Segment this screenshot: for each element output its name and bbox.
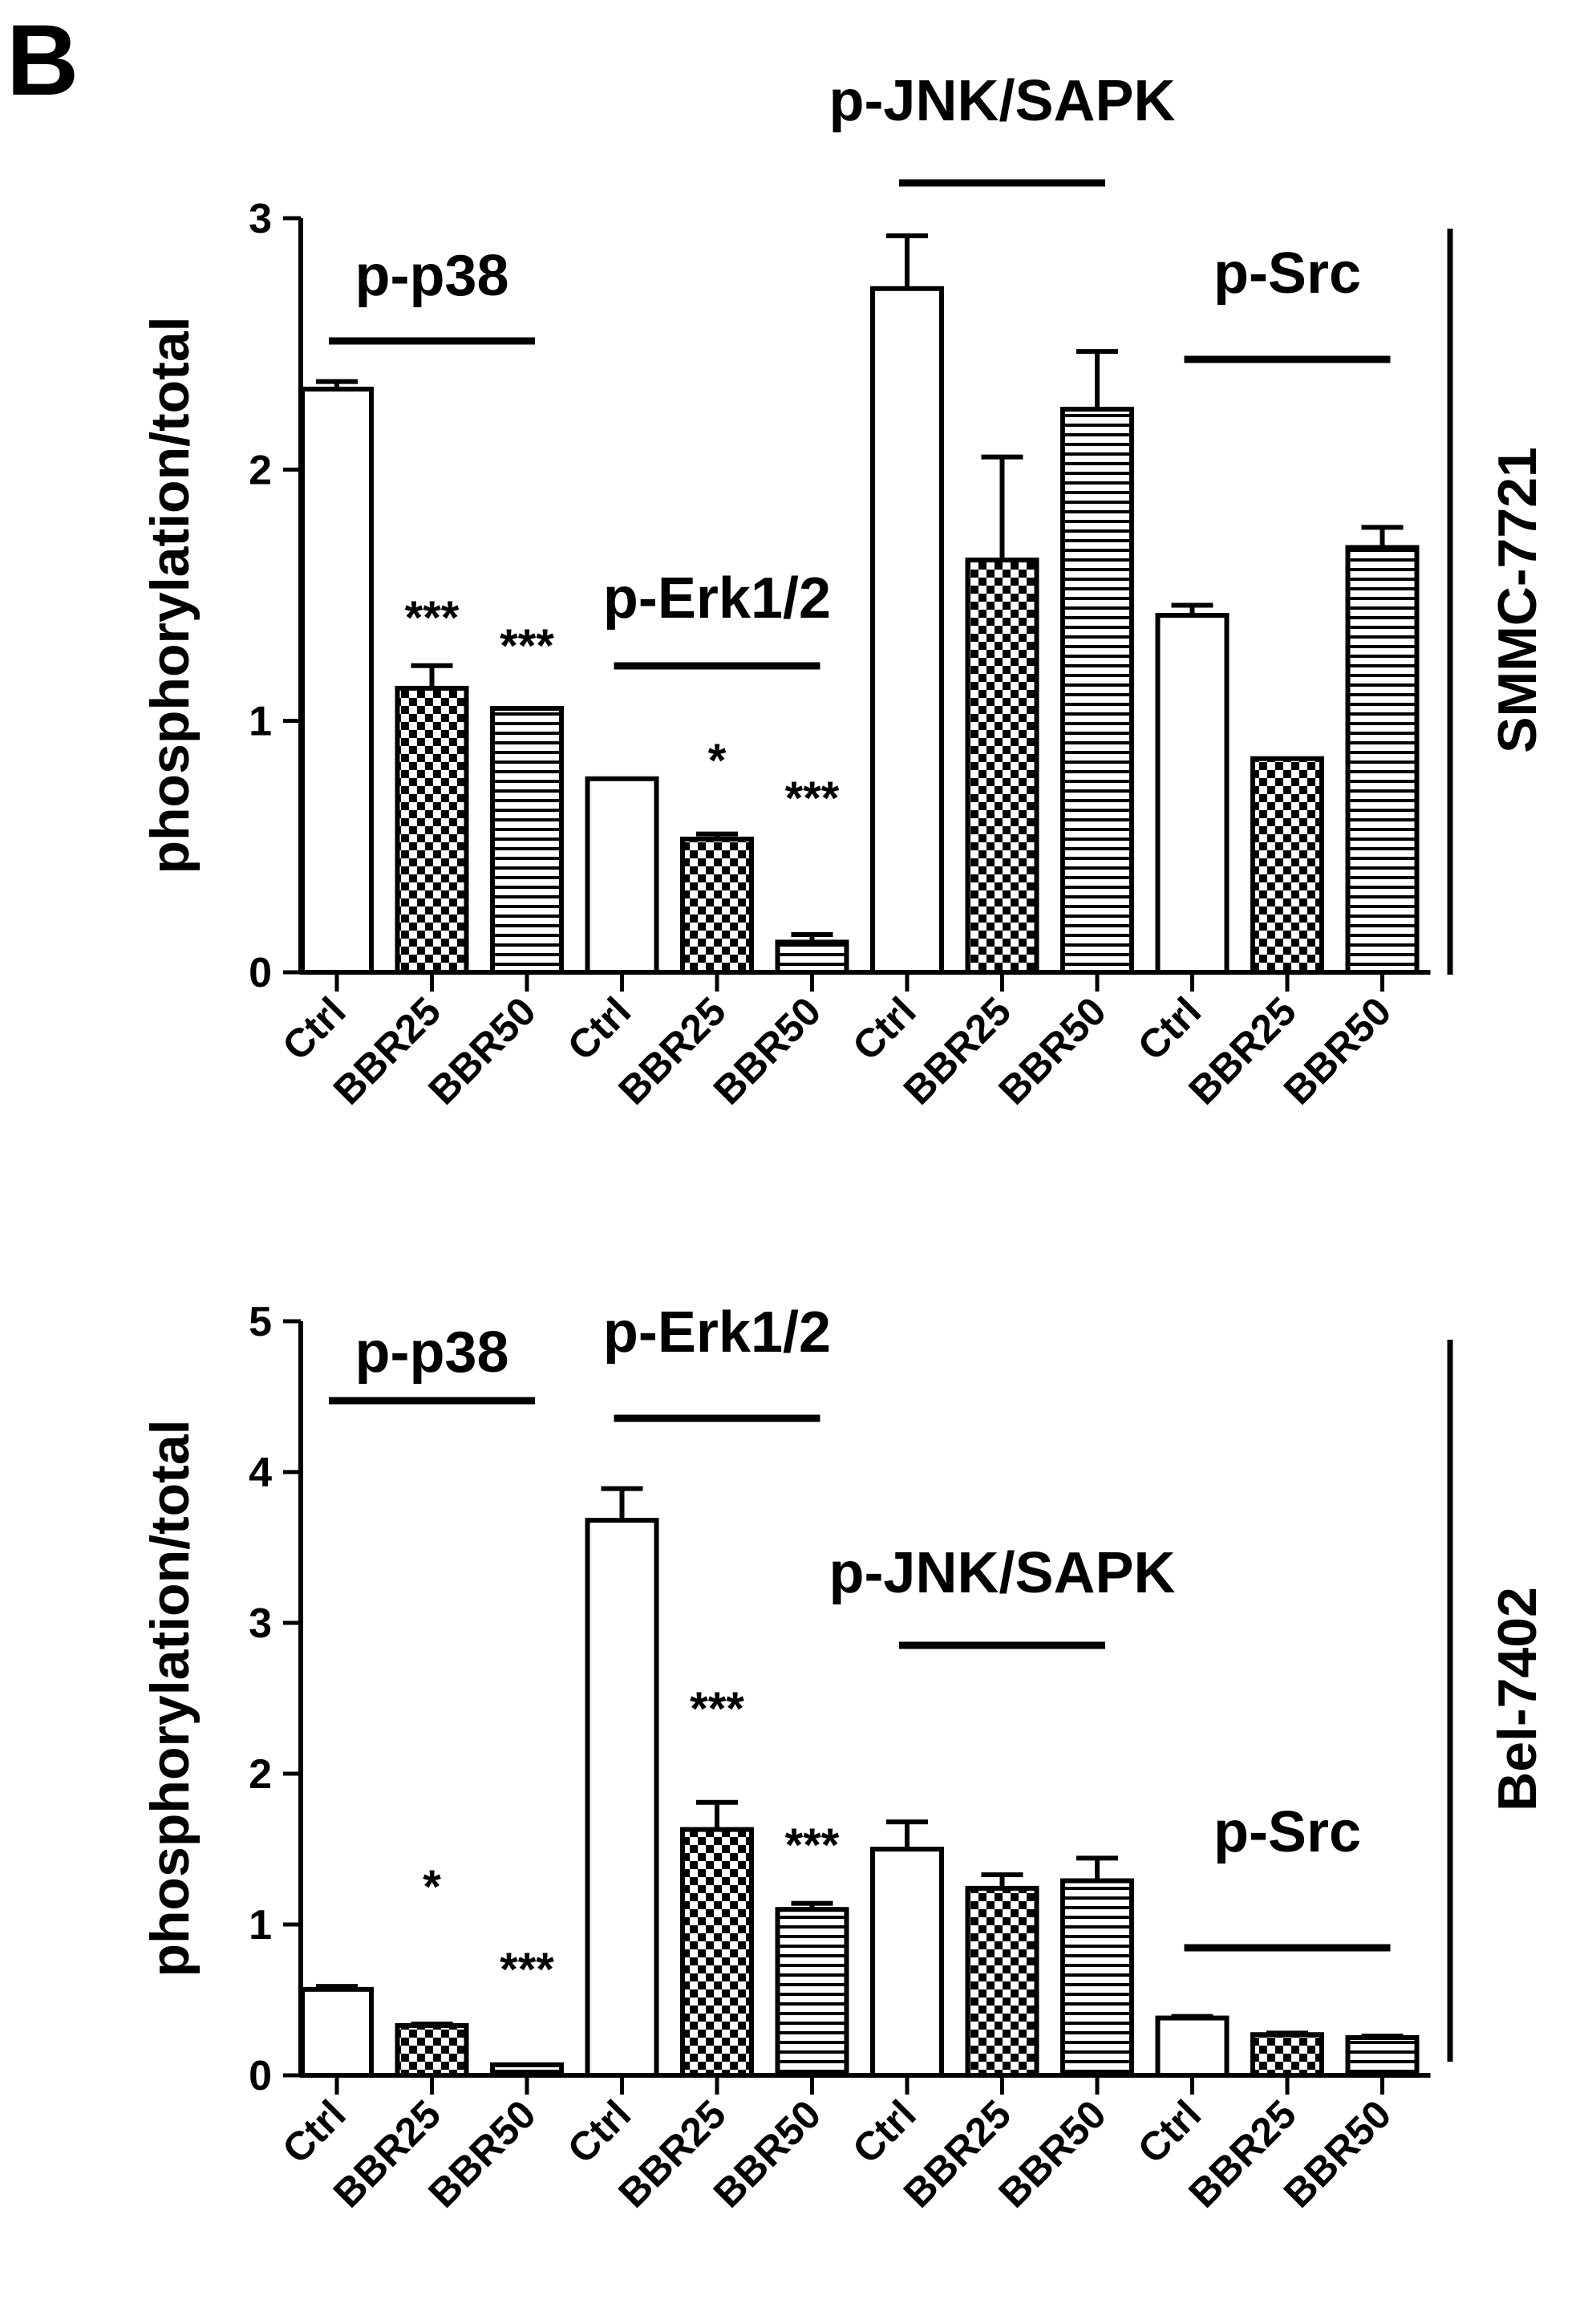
y-tick-label: 3 [249,196,272,242]
x-tick-label: Ctrl [559,2091,639,2172]
bar [680,1827,754,2079]
bar [490,2062,564,2079]
chart-bel-7402: 012345phosphorylation/totalCtrlBBR25*BBR… [140,1299,1548,2217]
bar [775,1907,849,2078]
x-tick-label: BBR25 [325,988,450,1113]
group-label: p-p38 [354,244,508,308]
bar [870,1847,944,2078]
x-tick-label: Ctrl [1129,988,1209,1069]
bar [1060,1878,1134,2078]
bar [1155,2015,1230,2079]
x-tick-label: BBR25 [1180,988,1305,1113]
x-tick-label: Ctrl [844,2091,924,2172]
bar [680,836,754,975]
y-tick-label: 5 [249,1299,272,1345]
y-tick-label: 0 [249,2053,272,2099]
y-tick-label: 1 [249,699,272,745]
x-tick-label: BBR25 [325,2091,450,2217]
significance-marker: *** [690,1683,744,1735]
group-label: p-JNK/SAPK [828,1541,1175,1605]
bar [395,685,469,975]
x-tick-label: BBR50 [705,988,830,1113]
x-tick-label: BBR50 [419,988,545,1113]
bar [490,706,564,975]
bar [965,558,1039,975]
bar [870,286,944,975]
bar [965,1885,1039,2078]
significance-marker: *** [500,620,554,672]
y-tick-label: 4 [249,1450,272,1496]
significance-marker: * [423,1861,441,1913]
x-tick-label: Ctrl [273,2091,354,2172]
group-label: p-Src [1213,1800,1361,1864]
bar [1155,613,1230,975]
y-tick-label: 2 [249,447,272,493]
y-axis-label: phosphorylation/total [140,316,201,874]
group-label: p-Erk1/2 [603,1300,831,1365]
x-tick-label: Ctrl [844,988,924,1069]
y-tick-label: 1 [249,1902,272,1949]
x-tick-label: BBR25 [895,988,1020,1113]
bar [395,2022,469,2078]
significance-marker: *** [785,773,840,825]
group-label: p-JNK/SAPK [828,69,1175,133]
x-tick-label: BBR50 [990,2091,1115,2217]
x-tick-label: BBR25 [610,2091,735,2217]
x-tick-label: BBR50 [705,2091,830,2217]
significance-marker: *** [500,1944,554,1996]
bar [1345,545,1420,975]
bar [300,1986,374,2079]
x-tick-label: BBR50 [1275,988,1400,1113]
bar [775,939,849,975]
bar [1250,756,1324,975]
x-tick-label: BBR25 [895,2091,1020,2217]
cell-line-label: SMMC-7721 [1487,447,1548,753]
x-tick-label: BBR50 [1275,2091,1400,2217]
x-tick-label: BBR50 [419,2091,545,2217]
group-label: p-p38 [354,1320,508,1385]
x-tick-label: BBR25 [1180,2091,1305,2217]
x-tick-label: BBR25 [610,988,735,1113]
significance-marker: *** [405,592,460,644]
panel-label: B [6,5,79,116]
bar [300,387,374,975]
significance-marker: * [708,735,727,787]
group-label: p-Src [1213,241,1361,306]
bar [1060,407,1134,975]
group-label: p-Erk1/2 [603,566,831,631]
x-tick-label: Ctrl [559,988,639,1069]
chart-smmc-7721: 0123phosphorylation/totalCtrlBBR25***BBR… [140,69,1548,1113]
y-axis-label: phosphorylation/total [140,1419,201,1977]
bar [585,776,659,975]
y-tick-label: 3 [249,1600,272,1647]
x-tick-label: BBR50 [990,988,1115,1113]
y-tick-label: 0 [249,950,272,996]
bar [1345,2035,1420,2078]
x-tick-label: Ctrl [1129,2091,1209,2172]
x-tick-label: Ctrl [273,988,354,1069]
y-tick-label: 2 [249,1751,272,1798]
bar [1250,2032,1324,2078]
significance-marker: *** [785,1819,840,1872]
cell-line-label: Bel-7402 [1487,1587,1548,1811]
bar [585,1518,659,2079]
